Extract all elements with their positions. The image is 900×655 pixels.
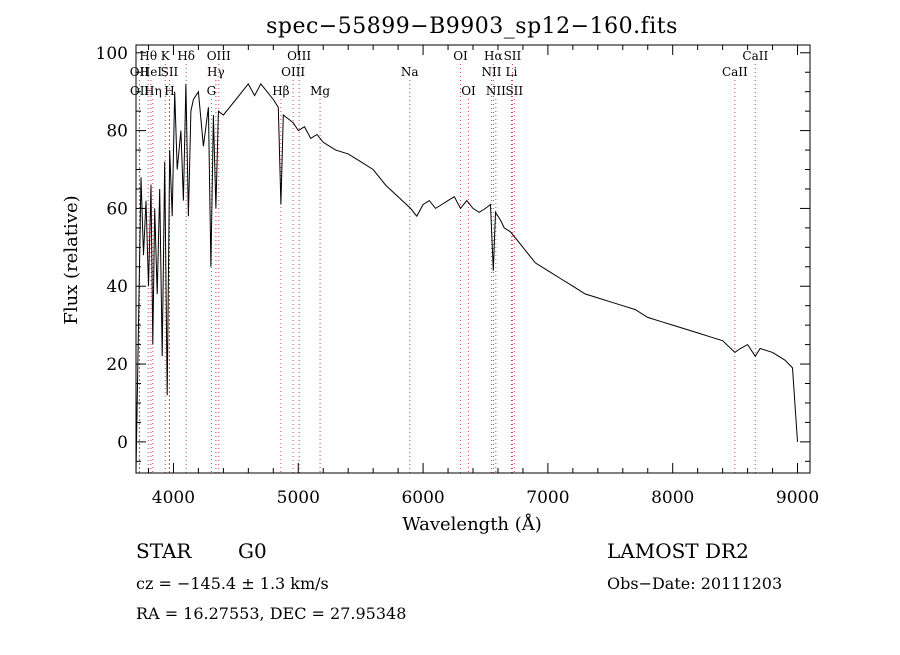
line-marker-label-12: Hβ <box>272 84 289 98</box>
line-marker-label-3: HeI <box>140 65 163 79</box>
line-marker-label-5: K <box>161 49 171 63</box>
line-marker-label-20: NII <box>481 65 501 79</box>
line-marker-label-11: Hγ <box>207 65 225 79</box>
object-class: STAR <box>136 539 192 563</box>
x-tick-label-6000: 6000 <box>401 488 444 508</box>
spectrum-line-0 <box>135 82 798 474</box>
line-marker-label-8: Hδ <box>177 49 195 63</box>
chart-title: spec−55899−B9903_sp12−160.fits <box>266 14 678 39</box>
y-axis-label: Flux (relative) <box>61 195 82 324</box>
x-tick-label-4000: 4000 <box>152 488 195 508</box>
line-marker-label-6: SII <box>161 65 179 79</box>
tick-layer: 4000 5000 6000 7000 8000 9000 0 20 40 60 80 100 <box>96 44 820 508</box>
line-marker-label-14: OIII <box>281 65 305 79</box>
obs-date-text: Obs−Date: 20111203 <box>607 574 782 593</box>
x-tick-label-5000: 5000 <box>277 488 320 508</box>
data-layer <box>135 82 798 474</box>
line-marker-label-21: NII <box>486 84 506 98</box>
y-tick-label-100: 100 <box>96 44 128 64</box>
plot-frame <box>135 44 811 474</box>
y-tick-label-0: 0 <box>117 433 128 453</box>
y-tick-label-80: 80 <box>106 122 128 142</box>
line-marker-label-16: Na <box>401 65 419 79</box>
line-marker-label-24: SII <box>505 84 523 98</box>
survey-label: LAMOST DR2 <box>607 539 749 563</box>
line-marker-label-2: Hθ <box>139 49 157 63</box>
line-marker-label-15: Mg <box>310 84 330 98</box>
line-marker-label-13: OIII <box>287 49 311 63</box>
coordinates-text: RA = 16.27553, DEC = 27.95348 <box>136 604 406 623</box>
line-marker-label-9: G <box>207 84 217 98</box>
line-marker-label-25: CaII <box>742 49 768 63</box>
x-tick-label-7000: 7000 <box>526 488 569 508</box>
y-tick-label-20: 20 <box>106 355 128 375</box>
line-marker-label-22: SII <box>504 49 522 63</box>
y-tick-label-40: 40 <box>106 277 128 297</box>
x-tick-label-8000: 8000 <box>651 488 694 508</box>
line-marker-label-19: Hα <box>484 49 503 63</box>
redshift-text: cz = −145.4 ± 1.3 km/s <box>136 574 329 593</box>
line-marker-label-10: OIII <box>207 49 231 63</box>
x-tick-label-9000: 9000 <box>776 488 819 508</box>
line-marker-label-26: CaII <box>722 65 748 79</box>
y-tick-label-60: 60 <box>106 199 128 219</box>
line-marker-label-4: Hη <box>144 84 162 98</box>
line-marker-label-1: OII <box>130 84 150 98</box>
line-marker-label-23: Li <box>506 65 518 79</box>
line-marker-label-7: H <box>164 84 174 98</box>
line-marker-label-17: OI <box>453 49 468 63</box>
object-subclass: G0 <box>238 539 267 563</box>
line-marker-label-18: OI <box>461 84 476 98</box>
line-marker-layer: OIIOIIHθHeIHηKSIIHHδGOIIIHγHβOIIIOIIIMgN… <box>130 49 768 473</box>
x-axis-label: Wavelength (Å) <box>402 513 542 535</box>
